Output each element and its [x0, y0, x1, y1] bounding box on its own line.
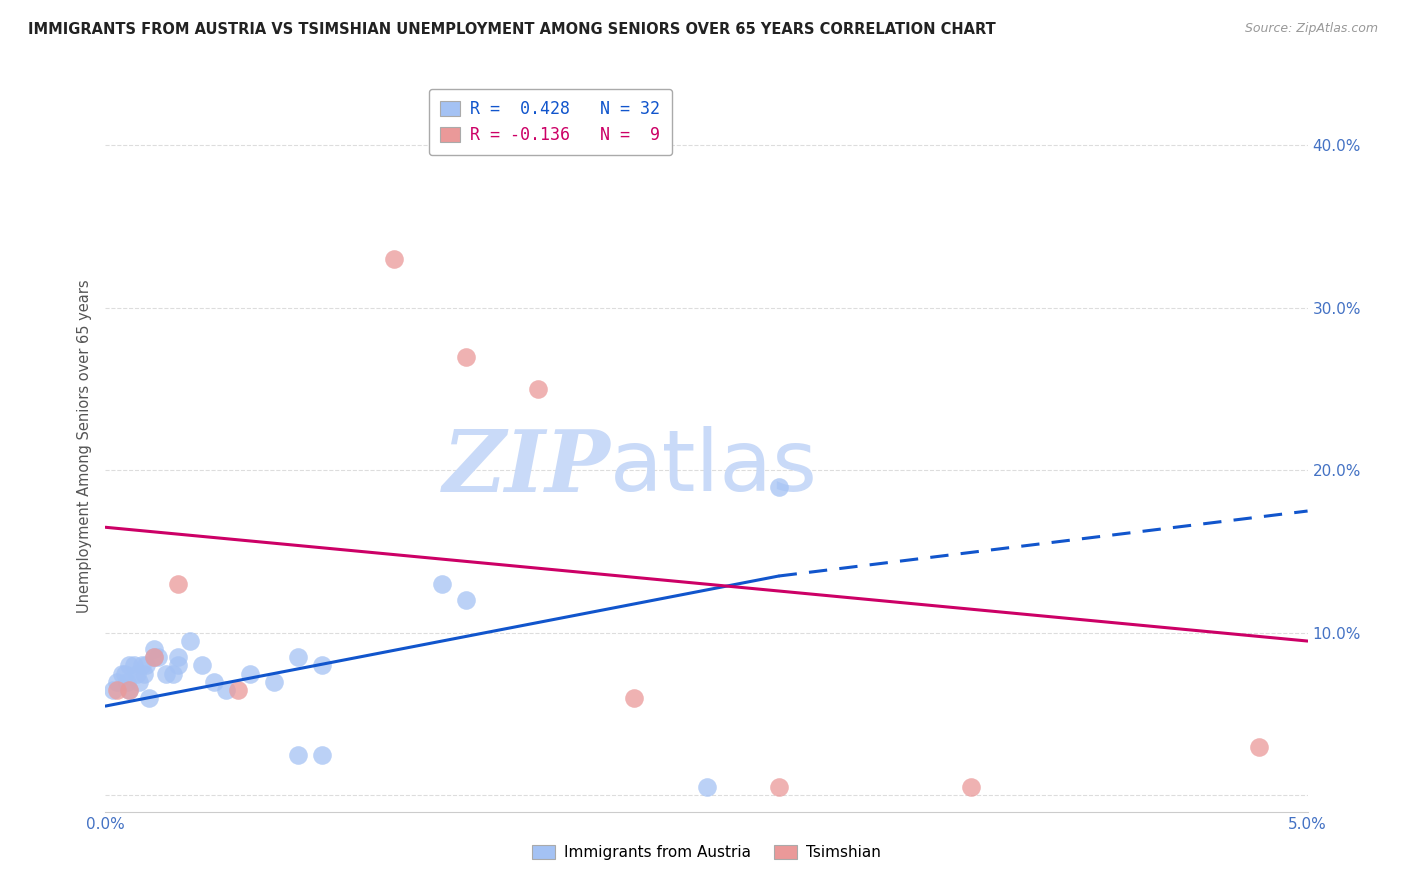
Point	[287, 650, 309, 665]
Point	[696, 780, 718, 795]
Legend: Immigrants from Austria, Tsimshian: Immigrants from Austria, Tsimshian	[526, 839, 887, 866]
Point	[287, 747, 309, 762]
Point	[179, 634, 201, 648]
Point	[311, 658, 333, 673]
Point	[311, 747, 333, 762]
Text: atlas: atlas	[610, 426, 818, 509]
Point	[142, 642, 165, 657]
Point	[239, 666, 262, 681]
Point	[148, 650, 170, 665]
Y-axis label: Unemployment Among Seniors over 65 years: Unemployment Among Seniors over 65 years	[77, 279, 93, 613]
Point	[101, 682, 124, 697]
Text: ZIP: ZIP	[443, 426, 610, 509]
Point	[124, 658, 146, 673]
Point	[202, 674, 225, 689]
Point	[454, 350, 477, 364]
Point	[131, 658, 153, 673]
Point	[166, 650, 188, 665]
Point	[107, 682, 129, 697]
Point	[430, 577, 453, 591]
Point	[132, 666, 155, 681]
Point	[166, 577, 188, 591]
Point	[114, 666, 136, 681]
Point	[115, 674, 138, 689]
Point	[214, 682, 236, 697]
Point	[142, 650, 165, 665]
Point	[226, 682, 249, 697]
Point	[960, 780, 983, 795]
Point	[155, 666, 177, 681]
Point	[128, 674, 150, 689]
Point	[190, 658, 212, 673]
Point	[263, 674, 285, 689]
Point	[107, 674, 129, 689]
Text: Source: ZipAtlas.com: Source: ZipAtlas.com	[1244, 22, 1378, 36]
Point	[166, 658, 188, 673]
Point	[382, 252, 405, 266]
Point	[135, 658, 157, 673]
Point	[527, 382, 550, 396]
Point	[454, 593, 477, 607]
Point	[125, 666, 148, 681]
Point	[138, 690, 160, 705]
Point	[111, 666, 134, 681]
Point	[118, 682, 141, 697]
Point	[1249, 739, 1271, 754]
Text: IMMIGRANTS FROM AUSTRIA VS TSIMSHIAN UNEMPLOYMENT AMONG SENIORS OVER 65 YEARS CO: IMMIGRANTS FROM AUSTRIA VS TSIMSHIAN UNE…	[28, 22, 995, 37]
Point	[768, 780, 790, 795]
Point	[162, 666, 184, 681]
Point	[768, 480, 790, 494]
Point	[142, 650, 165, 665]
Point	[623, 690, 645, 705]
Point	[118, 682, 141, 697]
Point	[118, 658, 141, 673]
